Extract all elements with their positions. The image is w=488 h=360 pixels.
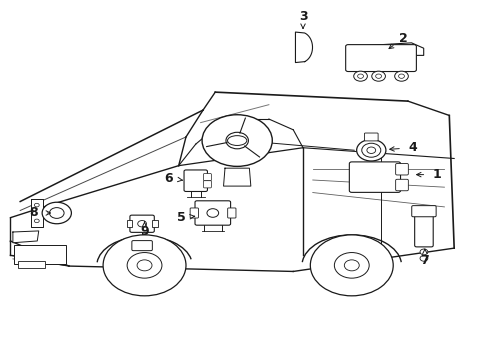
Circle shape	[34, 203, 39, 207]
Polygon shape	[223, 168, 250, 186]
Circle shape	[394, 71, 407, 81]
Text: 8: 8	[29, 207, 38, 220]
Bar	[152, 220, 158, 227]
Text: 2: 2	[398, 32, 407, 45]
Circle shape	[103, 235, 185, 296]
Circle shape	[398, 74, 404, 78]
FancyBboxPatch shape	[195, 201, 230, 225]
FancyBboxPatch shape	[190, 208, 198, 218]
Polygon shape	[352, 43, 423, 55]
FancyBboxPatch shape	[203, 174, 211, 181]
Polygon shape	[31, 199, 43, 227]
Circle shape	[344, 260, 359, 271]
Text: 5: 5	[176, 211, 185, 224]
FancyBboxPatch shape	[345, 45, 415, 72]
FancyBboxPatch shape	[414, 213, 432, 247]
Circle shape	[49, 208, 64, 219]
Circle shape	[42, 202, 71, 224]
FancyBboxPatch shape	[364, 133, 377, 141]
Circle shape	[310, 235, 392, 296]
Circle shape	[353, 71, 366, 81]
Circle shape	[371, 71, 385, 81]
Text: 6: 6	[164, 172, 173, 185]
Circle shape	[357, 74, 363, 78]
Circle shape	[361, 143, 380, 157]
Circle shape	[202, 115, 272, 166]
Text: 4: 4	[407, 141, 416, 154]
FancyBboxPatch shape	[227, 208, 236, 218]
Bar	[18, 261, 44, 268]
Circle shape	[334, 253, 368, 278]
FancyBboxPatch shape	[183, 170, 207, 192]
Text: 3: 3	[298, 10, 306, 23]
FancyBboxPatch shape	[411, 206, 435, 217]
Circle shape	[137, 260, 152, 271]
Circle shape	[366, 147, 375, 153]
Circle shape	[419, 249, 427, 255]
Circle shape	[34, 219, 39, 223]
Circle shape	[419, 256, 427, 261]
FancyBboxPatch shape	[395, 179, 407, 191]
Circle shape	[127, 253, 162, 278]
Circle shape	[375, 74, 381, 78]
FancyBboxPatch shape	[132, 240, 152, 251]
Circle shape	[206, 209, 218, 217]
FancyBboxPatch shape	[203, 181, 211, 188]
Circle shape	[138, 221, 146, 227]
Polygon shape	[13, 231, 39, 243]
FancyBboxPatch shape	[395, 163, 407, 175]
Text: 7: 7	[420, 254, 428, 267]
FancyBboxPatch shape	[348, 162, 400, 192]
Circle shape	[225, 132, 248, 149]
Polygon shape	[295, 32, 312, 63]
Text: 9: 9	[140, 225, 148, 238]
Ellipse shape	[227, 136, 246, 145]
FancyBboxPatch shape	[130, 215, 154, 232]
FancyBboxPatch shape	[14, 245, 65, 264]
Text: 1: 1	[432, 168, 441, 181]
Circle shape	[356, 139, 385, 161]
Bar	[127, 220, 132, 227]
